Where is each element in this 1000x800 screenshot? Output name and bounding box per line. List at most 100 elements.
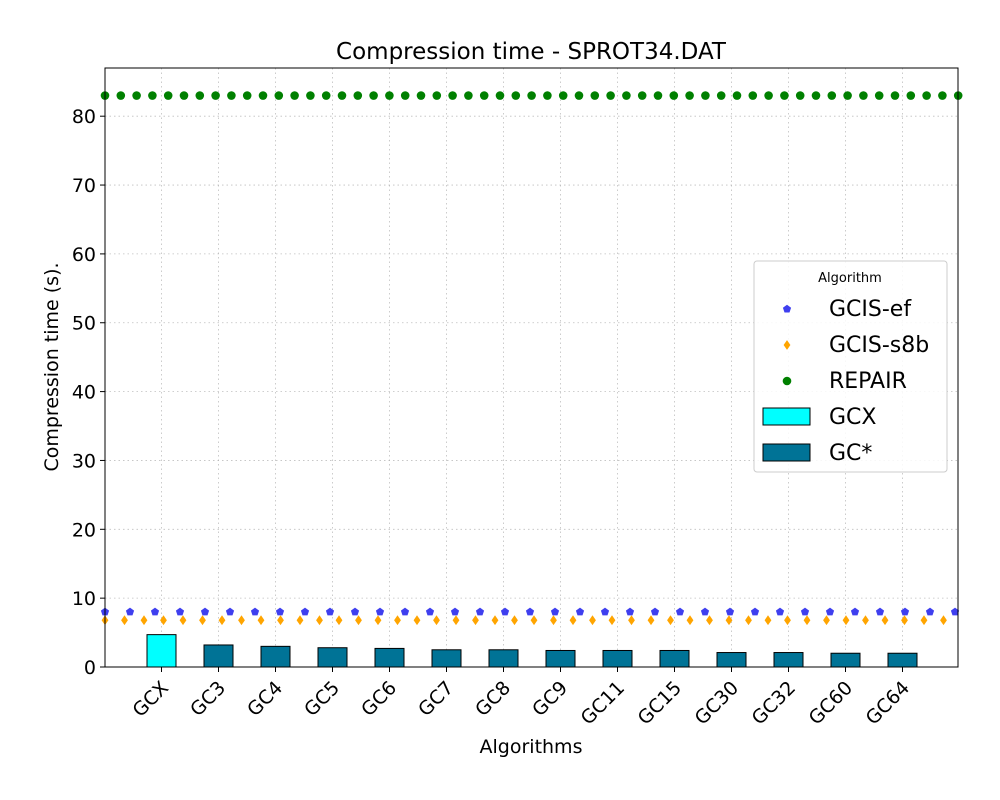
- marker-repair: [274, 91, 284, 100]
- y-tick-label: 60: [72, 244, 96, 266]
- chart-title: Compression time - SPROT34.DAT: [336, 39, 727, 65]
- plot-frame: [104, 67, 959, 668]
- series-gcis-s8b: [101, 615, 947, 626]
- marker-gcis-s8b: [706, 615, 713, 626]
- marker-repair: [353, 91, 363, 100]
- marker-repair: [543, 91, 552, 100]
- marker-gcis-s8b: [920, 615, 928, 626]
- marker-gcis-s8b: [140, 615, 148, 626]
- y-tick-label: 10: [72, 588, 96, 610]
- legend-label: GC*: [829, 441, 872, 466]
- marker-gcis-ef: [200, 607, 210, 616]
- marker-repair: [653, 91, 663, 100]
- x-tick-label: GC6: [357, 677, 401, 721]
- marker-gcis-ef: [625, 607, 635, 616]
- marker-gcis-s8b: [647, 615, 655, 626]
- marker-gcis-ef: [175, 607, 185, 616]
- x-tick-label: GC8: [471, 677, 515, 721]
- marker-gcis-ef: [500, 607, 510, 616]
- marker-gcis-ef: [525, 607, 535, 616]
- marker-gcis-s8b: [179, 615, 187, 626]
- marker-repair: [416, 91, 426, 100]
- marker-repair: [795, 91, 805, 100]
- x-tick-label: GC30: [691, 677, 743, 729]
- marker-repair: [780, 91, 789, 100]
- marker-gcis-s8b: [803, 615, 811, 626]
- marker-gcis-s8b: [569, 615, 577, 626]
- bar-gc9: [545, 649, 576, 668]
- legend-label: REPAIR: [829, 369, 907, 394]
- marker-gcis-s8b: [608, 615, 616, 626]
- marker-repair: [811, 91, 821, 100]
- marker-gcis-s8b: [764, 615, 772, 626]
- marker-gcis-s8b: [784, 615, 791, 626]
- marker-gcis-ef: [800, 607, 810, 616]
- marker-repair: [748, 91, 758, 100]
- marker-repair: [211, 91, 220, 100]
- marker-gcis-s8b: [881, 615, 889, 626]
- marker-repair: [764, 91, 773, 100]
- marker-gcis-s8b: [862, 615, 869, 626]
- marker-gcis-s8b: [725, 615, 733, 626]
- marker-repair: [116, 91, 126, 100]
- marker-gcis-s8b: [745, 615, 752, 626]
- marker-repair: [622, 91, 631, 100]
- x-axis-ticks: GCX GC3 GC4 GC5 GC6 GC7 GC8 GC9 GC11 GC15 GC30 GC32…: [128, 667, 914, 729]
- marker-gcis-s8b: [589, 615, 596, 626]
- marker-repair: [242, 91, 252, 100]
- marker-gcis-ef: [300, 607, 310, 616]
- marker-gcis-s8b: [413, 615, 421, 626]
- marker-gcis-ef: [250, 607, 260, 616]
- legend-marker: [782, 304, 792, 313]
- bar-gc3: [203, 644, 234, 668]
- marker-repair: [511, 91, 521, 100]
- legend-entry-repair: REPAIR: [782, 369, 907, 394]
- marker-gcis-s8b: [667, 615, 674, 626]
- marker-gcis-ef: [750, 607, 760, 616]
- marker-repair: [827, 91, 837, 100]
- marker-repair: [890, 91, 900, 100]
- marker-gcis-ef: [650, 607, 660, 616]
- bar-gc15: [659, 649, 690, 668]
- legend-swatch: [762, 407, 811, 426]
- x-tick-label: GC3: [186, 677, 230, 721]
- marker-gcis-s8b: [296, 615, 304, 626]
- marker-gcis-s8b: [901, 615, 908, 626]
- marker-repair: [859, 91, 868, 100]
- marker-gcis-ef: [900, 607, 910, 616]
- marker-gcis-s8b: [316, 615, 323, 626]
- marker-repair: [179, 91, 189, 100]
- marker-repair: [527, 91, 536, 100]
- marker-repair: [558, 91, 568, 100]
- legend-entry-gcx: GCX: [762, 405, 876, 430]
- marker-gcis-ef: [225, 607, 235, 616]
- marker-repair: [306, 91, 315, 100]
- marker-gcis-ef: [575, 607, 585, 616]
- marker-repair: [922, 91, 931, 100]
- x-tick-label: GC32: [748, 677, 800, 729]
- marker-repair: [874, 91, 884, 100]
- marker-gcis-s8b: [530, 615, 538, 626]
- marker-gcis-s8b: [238, 615, 245, 626]
- y-tick-label: 30: [72, 450, 96, 472]
- bar-gc60: [830, 652, 861, 668]
- marker-repair: [716, 91, 726, 100]
- marker-gcis-s8b: [160, 615, 167, 626]
- marker-repair: [132, 91, 141, 100]
- y-tick-label: 0: [84, 657, 96, 679]
- marker-repair: [290, 91, 299, 100]
- marker-gcis-s8b: [452, 615, 460, 626]
- x-tick-label: GC7: [414, 677, 458, 721]
- marker-gcis-s8b: [121, 615, 128, 626]
- marker-gcis-s8b: [823, 615, 830, 626]
- marker-gcis-s8b: [335, 615, 343, 626]
- marker-gcis-ef: [275, 607, 285, 616]
- marker-repair: [163, 91, 173, 100]
- marker-repair: [669, 91, 679, 100]
- y-axis-ticks: 0 10 20 30 40 50 60 70 80: [72, 106, 105, 679]
- marker-gcis-ef: [675, 607, 685, 616]
- marker-gcis-ef: [375, 607, 385, 616]
- marker-gcis-ef: [825, 607, 835, 616]
- marker-gcis-s8b: [433, 615, 440, 626]
- legend-entry-gcis-ef: GCIS-ef: [782, 297, 912, 322]
